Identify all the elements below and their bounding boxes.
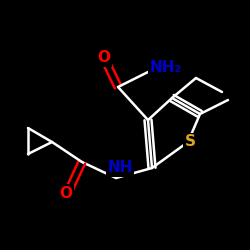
Text: NH: NH xyxy=(107,160,133,176)
Text: NH₂: NH₂ xyxy=(150,60,182,76)
Text: O: O xyxy=(60,186,72,200)
Text: S: S xyxy=(184,134,196,150)
Text: O: O xyxy=(98,50,110,66)
